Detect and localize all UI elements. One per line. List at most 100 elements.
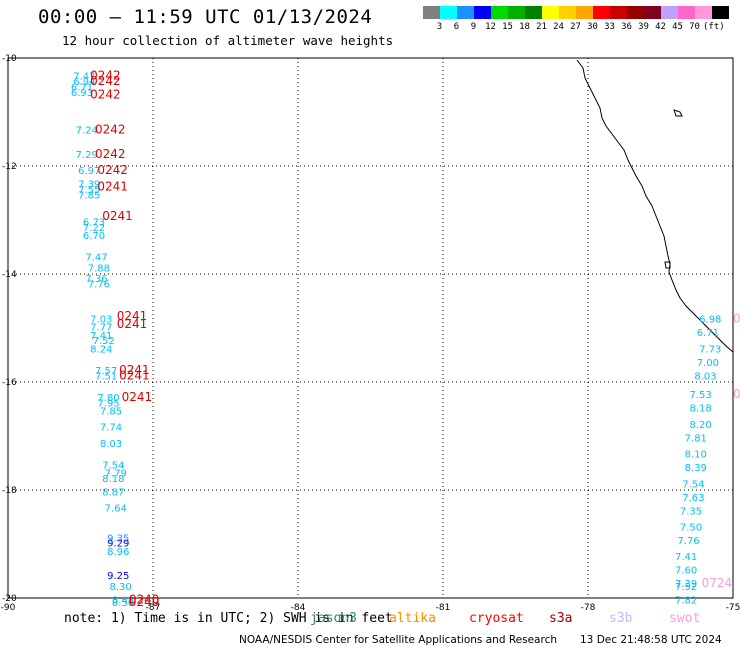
colorbar-label: 3: [436, 22, 443, 32]
pass-time-label: 0242: [90, 69, 121, 83]
x-tick-label: -78: [581, 603, 596, 610]
wave-height-value: 7.51: [95, 371, 117, 382]
wave-height-value: 7.85: [78, 190, 100, 201]
wave-height-value: 7.52: [93, 336, 115, 347]
colorbar-label: 6: [453, 22, 460, 32]
coastline-south-america: [576, 59, 734, 353]
wave-height-value: 7.50: [680, 523, 702, 534]
wave-height-value: 6.71: [71, 82, 93, 93]
x-tick-label: -75: [726, 603, 740, 610]
wave-height-value: 7.55: [78, 185, 100, 196]
wave-height-value: 7.41: [675, 552, 697, 563]
x-tick-label: -81: [436, 603, 451, 610]
satellite-track-labels: 7.476.946.716.937.247.296.977.397.557.85…: [71, 69, 740, 609]
wave-height-value: 7.79: [105, 469, 127, 480]
credit-line: NOAA/NESDIS Center for Satellite Applica…: [239, 634, 557, 646]
colorbar-label: 21: [536, 22, 547, 32]
pass-time-label: 0241: [117, 309, 148, 323]
colorbar-label: 27: [570, 22, 581, 32]
colorbar-swatch: [423, 6, 440, 19]
x-tick-label: -84: [291, 603, 306, 610]
wave-height-value: 7.41: [90, 331, 112, 342]
wave-height-value: 7.57: [95, 366, 117, 377]
wave-height-value: 7.39: [78, 180, 100, 191]
colorbar-swatch: [644, 6, 661, 19]
wave-height-value: 7.80: [97, 393, 119, 404]
colorbar-label: 9: [470, 22, 477, 32]
colorbar-label: 12: [485, 22, 496, 32]
colorbar-swatch: [491, 6, 508, 19]
pass-time-label: 07: [733, 312, 740, 326]
wave-height-value: 7.47: [85, 253, 107, 264]
wave-height-value: 7.95: [97, 398, 119, 409]
colorbar-swatch: [678, 6, 695, 19]
wave-height-value: 6.93: [71, 88, 93, 99]
wave-height-value: 7.47: [73, 72, 95, 83]
y-tick-label: -12: [2, 162, 17, 172]
pass-time-label: 07: [733, 387, 740, 401]
y-tick-label: -14: [2, 270, 17, 280]
colorbar-label: 33: [604, 22, 615, 32]
wave-height-value: 7.00: [697, 358, 719, 369]
wave-height-value: 6.71: [697, 328, 719, 339]
colorbar-swatch: [508, 6, 525, 19]
wave-height-value: 6.70: [83, 231, 105, 242]
wave-height-value: 7.85: [100, 406, 122, 417]
wave-height-value: 7.54: [682, 479, 704, 490]
wave-height-value: 7.24: [76, 126, 98, 137]
colorbar-label: 30: [587, 22, 598, 32]
colorbar-swatch: [576, 6, 593, 19]
pass-time-label: 0241: [97, 179, 128, 193]
wave-height-value: 7.29: [76, 150, 98, 161]
colorbar-label: 36: [621, 22, 632, 32]
wave-height-value: 8.20: [690, 420, 712, 431]
wave-height-value: 7.77: [90, 323, 112, 334]
chart-title: 00:00 – 11:59 UTC 01/13/2024: [38, 6, 373, 28]
pass-time-label: 0241: [119, 363, 150, 377]
colorbar-label: 18: [519, 22, 530, 32]
colorbar-swatch: [440, 6, 457, 19]
wave-height-value: 7.76: [677, 536, 699, 547]
colorbar-label: 45: [672, 22, 683, 32]
colorbar-label: 15: [502, 22, 513, 32]
colorbar-swatch: [661, 6, 678, 19]
colorbar-label: 70: [689, 22, 700, 32]
wave-height-value: 9.29: [107, 539, 129, 550]
colorbar-label: 42: [655, 22, 666, 32]
wave-height-value: 8.96: [107, 547, 129, 558]
pass-time-label: 0242: [90, 74, 121, 88]
colorbar-swatch: [712, 6, 729, 19]
pass-time-label: 0241: [117, 317, 148, 331]
coastline-inlet: [664, 261, 671, 269]
map-axis-ticks: -90 -87 -84 -81 -78 -75 -10 -12 -14 -16 -18 -20: [1, 54, 740, 610]
y-tick-label: -16: [2, 378, 17, 388]
wave-height-value: 7.73: [699, 344, 721, 355]
wave-height-value: 8.48: [112, 595, 134, 606]
wave-height-value: 7.36: [85, 274, 107, 285]
satellite-altika: altika: [389, 611, 436, 626]
colorbar-label: 24: [553, 22, 564, 32]
coastline-island: [673, 109, 683, 117]
satellite-cryosat: cryosat: [469, 611, 524, 626]
pass-time-label: 0240: [129, 595, 160, 609]
map-frame: [7, 57, 734, 599]
wave-height-value: 7.82: [675, 595, 697, 606]
colorbar-swatch: [695, 6, 712, 19]
satellite-jason3: jason3: [310, 611, 357, 626]
wave-height-value: 8.30: [110, 582, 132, 593]
colorbar-swatch: [627, 6, 644, 19]
pass-time-label: 0242: [97, 163, 128, 177]
wave-height-value: 7.64: [105, 504, 127, 515]
wave-height-value: 8.56: [112, 598, 134, 609]
wave-height-value: 7.22: [83, 223, 105, 234]
wave-height-value: 8.87: [102, 487, 124, 498]
legend-note: note: 1) Time is in UTC; 2) SWH is in fe…: [0, 611, 740, 631]
colorbar-label: (ft): [703, 22, 725, 32]
chart-subtitle: 12 hour collection of altimeter wave hei…: [62, 33, 394, 48]
colorbar-swatch: [559, 6, 576, 19]
colorbar-swatch: [474, 6, 491, 19]
colorbar-swatch: [525, 6, 542, 19]
wave-height-value: 7.35: [680, 506, 702, 517]
altimeter-map: -90 -87 -84 -81 -78 -75 -10 -12 -14 -16 -18 -20 7.4…: [1, 54, 740, 610]
wave-height-value: 6.98: [699, 315, 721, 326]
